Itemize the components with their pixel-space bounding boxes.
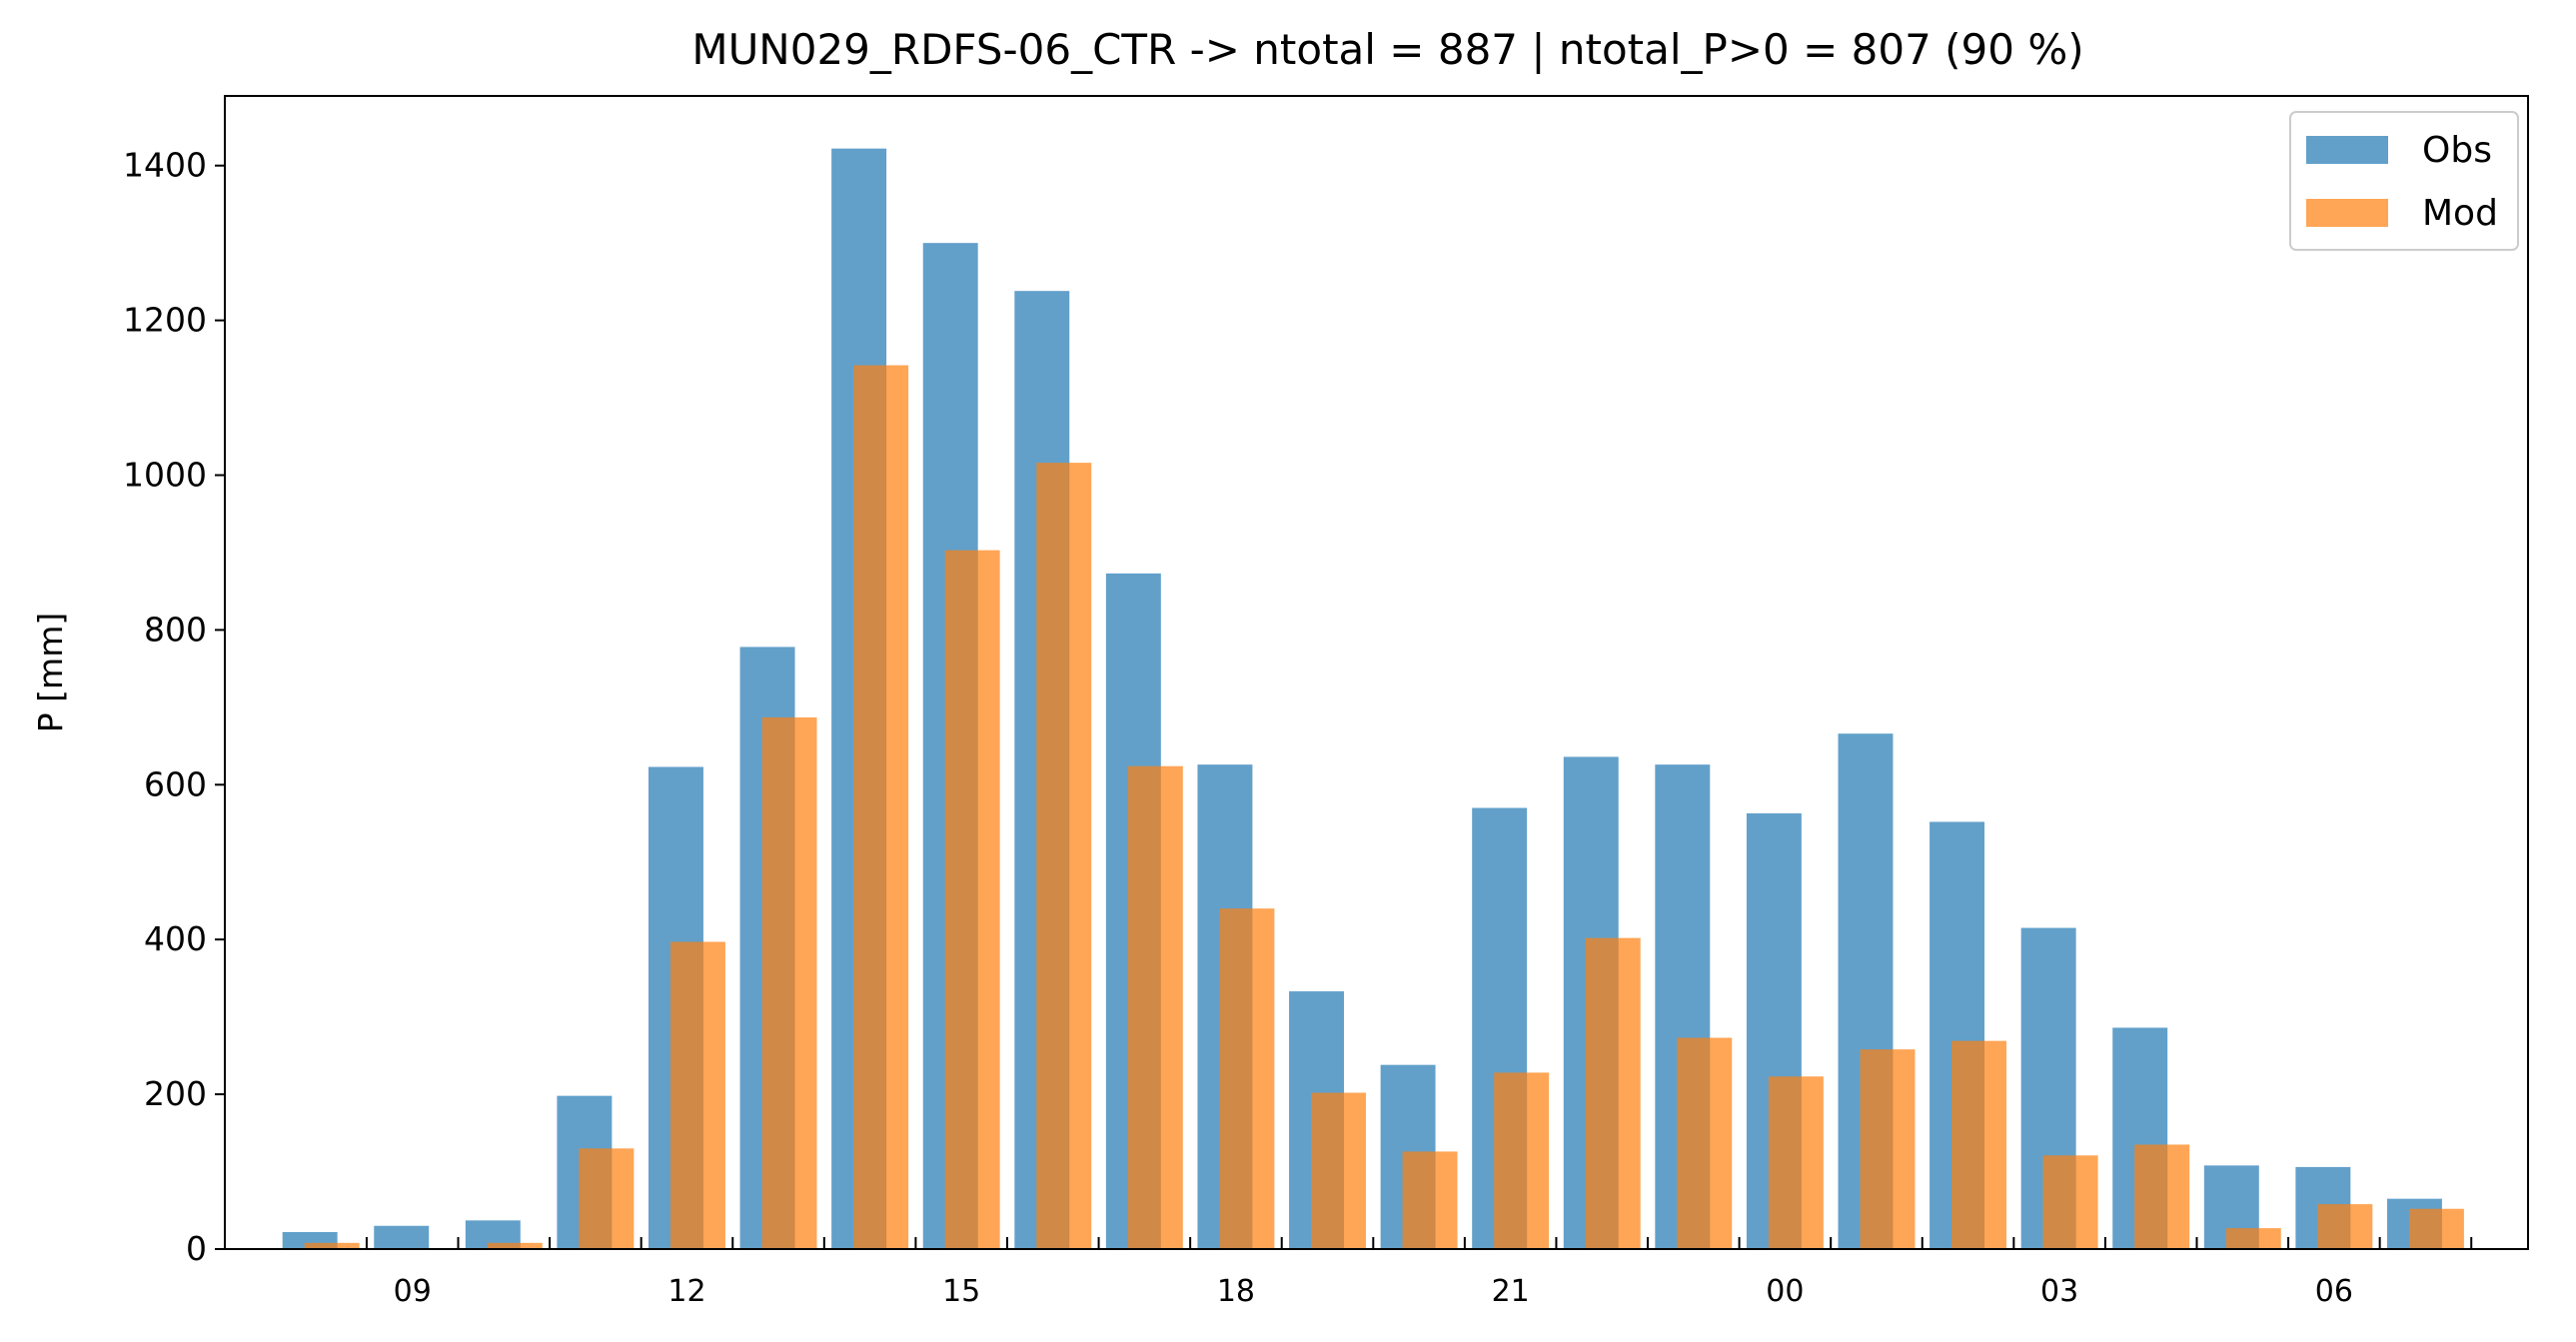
- y-tick-label-2: 400: [144, 919, 207, 958]
- bar-mod-8: [1036, 463, 1092, 1249]
- x-tick-label-5: 00: [1766, 1274, 1804, 1309]
- bar-mod-0: [304, 1242, 360, 1249]
- chart-title: MUN029_RDFS-06_CTR -> ntotal = 887 | nto…: [691, 25, 2083, 74]
- y-tick-label-6: 1200: [123, 301, 207, 340]
- legend: Obs Mod: [2289, 111, 2519, 251]
- bar-mod-6: [853, 365, 909, 1249]
- bar-mod-17: [1860, 1049, 1916, 1249]
- x-tick-label-7: 06: [2315, 1274, 2353, 1309]
- bar-mod-20: [2134, 1144, 2190, 1249]
- bar-mod-15: [1677, 1037, 1733, 1249]
- y-tick-label-4: 800: [144, 610, 207, 649]
- bar-mod-2: [487, 1242, 543, 1249]
- bar-mod-10: [1219, 908, 1275, 1249]
- y-axis-label: P [mm]: [31, 613, 70, 732]
- bar-mod-12: [1402, 1151, 1458, 1249]
- bar-mod-5: [761, 716, 817, 1249]
- bar-mod-4: [669, 941, 725, 1249]
- bar-mod-19: [2042, 1155, 2098, 1249]
- bar-mod-22: [2317, 1204, 2373, 1249]
- x-tick-label-2: 15: [942, 1274, 980, 1309]
- x-tick-label-6: 03: [2040, 1274, 2078, 1309]
- bar-mod-11: [1311, 1092, 1366, 1249]
- y-axis: 0 200 400 600 800 1000 1200 1400: [123, 146, 225, 1268]
- x-tick-label-4: 21: [1492, 1274, 1530, 1309]
- mod-bars: [304, 365, 2464, 1249]
- y-tick-label-7: 1400: [123, 146, 207, 185]
- bar-mod-21: [2225, 1228, 2281, 1249]
- legend-swatch-mod: [2306, 199, 2388, 227]
- x-axis: 09 12 15 18 21 00 03 06: [365, 1237, 2473, 1309]
- x-tick-label-0: 09: [394, 1274, 432, 1309]
- plot-frame: [224, 95, 2529, 1250]
- x-tick-label-3: 18: [1217, 1274, 1255, 1309]
- legend-label-mod: Mod: [2422, 193, 2498, 234]
- x-tick-label-1: 12: [667, 1274, 705, 1309]
- bar-mod-9: [1127, 765, 1183, 1249]
- obs-bars: [282, 148, 2442, 1249]
- bar-mod-23: [2408, 1208, 2464, 1249]
- bar-mod-16: [1768, 1076, 1824, 1249]
- bar-mod-13: [1494, 1072, 1550, 1249]
- legend-label-obs: Obs: [2422, 130, 2492, 171]
- y-tick-label-1: 200: [144, 1074, 207, 1113]
- bar-obs-1: [374, 1225, 430, 1249]
- bar-mod-14: [1585, 937, 1641, 1249]
- y-tick-label-3: 600: [144, 764, 207, 803]
- bar-mod-18: [1951, 1040, 2007, 1249]
- bar-mod-7: [944, 550, 1000, 1249]
- bar-mod-3: [579, 1148, 635, 1249]
- legend-swatch-obs: [2306, 136, 2388, 164]
- y-tick-label-5: 1000: [123, 456, 207, 495]
- y-tick-label-0: 0: [186, 1229, 207, 1268]
